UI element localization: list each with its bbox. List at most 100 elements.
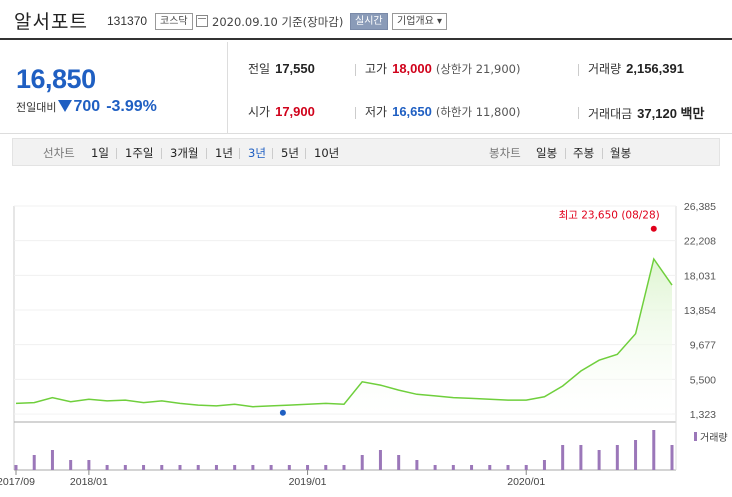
tab-divider (602, 148, 603, 159)
volume-bar (69, 460, 73, 470)
volume-bar (506, 465, 510, 470)
tab-weekly[interactable]: 주봉 (573, 146, 595, 160)
volume-bar (615, 445, 619, 470)
x-tick-label: 2018/01 (70, 476, 108, 488)
base-date: 2020.09.10 기준(장마감) (212, 15, 344, 29)
realtime-button[interactable]: 실시간 (350, 13, 388, 30)
stock-header: 알서포트 131370 코스닥 2020.09.10 기준(장마감) 실시간 기… (0, 0, 732, 40)
tab-daily[interactable]: 일봉 (536, 146, 558, 160)
volume-bar (87, 460, 91, 470)
volume-bar (488, 465, 492, 470)
tab-1w[interactable]: 1주일 (125, 146, 154, 160)
x-tick-label: 2017/09 (0, 476, 35, 488)
volume-bar (50, 450, 54, 470)
tab-divider (305, 148, 306, 159)
volume-bar (433, 465, 437, 470)
current-price: 16,850 (16, 64, 96, 94)
volume-bar (324, 465, 328, 470)
company-info-dropdown[interactable]: 기업개요 ▾ (392, 13, 447, 30)
volume-bar (123, 465, 127, 470)
volume-bar (561, 445, 565, 470)
change-row: 전일대비 700 -3.99% (16, 98, 157, 116)
chart-period-tabs: 선차트 1일 1주일 3개월 1년 3년 5년 10년 봉차트 일봉 주봉 월봉 (12, 138, 720, 166)
volume-bar (470, 465, 474, 470)
change-label: 전일대비 (16, 101, 57, 114)
volume-bar (32, 455, 36, 470)
volume-bar (251, 465, 255, 470)
tab-10y[interactable]: 10년 (314, 146, 340, 160)
x-tick-label: 2020/01 (507, 476, 545, 488)
volume-bar (105, 465, 109, 470)
volume-legend-label: 거래량 (700, 432, 728, 444)
volume-bar (524, 465, 528, 470)
volume-bar (196, 465, 200, 470)
price-line (15, 257, 673, 408)
max-label: 최고 23,650 (08/28) (559, 210, 660, 222)
calendar-icon (196, 15, 208, 27)
tab-3m[interactable]: 3개월 (170, 146, 199, 160)
y-tick-label: 1,323 (690, 409, 716, 421)
stock-name: 알서포트 (14, 11, 88, 33)
volume-bar (634, 440, 638, 470)
tab-divider (116, 148, 117, 159)
change-percent: -3.99% (106, 98, 157, 115)
tab-1y[interactable]: 1년 (215, 146, 233, 160)
y-tick-label: 13,854 (684, 305, 716, 317)
price-summary: 16,850 전일대비 700 -3.99% 전일 17,550 고가 18,000 (상… (0, 42, 732, 134)
tab-monthly[interactable]: 월봉 (610, 146, 632, 160)
volume-bar (451, 465, 455, 470)
volume-legend-swatch (694, 432, 697, 441)
y-tick-label: 5,500 (690, 374, 716, 386)
change-value: 700 (73, 98, 101, 115)
market-badge: 코스닥 (155, 13, 193, 30)
volume-bar (670, 445, 674, 470)
volume-bar (360, 455, 364, 470)
trade-amount: 거래대금 37,120 백만 (588, 106, 705, 121)
volume-bar (652, 430, 656, 470)
volume-bar (415, 460, 419, 470)
current-price-box: 16,850 전일대비 700 -3.99% (0, 42, 228, 134)
candle-chart-label: 봉차트 (489, 146, 521, 160)
tab-divider (565, 148, 566, 159)
y-tick-label: 26,385 (684, 201, 716, 213)
prev-close: 전일 17,550 (248, 61, 315, 76)
volume-bar (579, 445, 583, 470)
line-chart-label: 선차트 (43, 146, 75, 160)
tab-1d[interactable]: 1일 (91, 146, 109, 160)
min-point (279, 409, 286, 416)
stock-code: 131370 (107, 14, 148, 28)
tab-3y[interactable]: 3년 (248, 146, 266, 160)
y-tick-label: 18,031 (684, 270, 716, 282)
tab-divider (239, 148, 240, 159)
price-chart[interactable]: 26,385 22,208 18,031 13,854 9,677 5,500 1,323 2… (0, 195, 732, 497)
y-tick-label: 9,677 (690, 340, 716, 352)
volume-bar (287, 465, 291, 470)
max-point (650, 225, 657, 232)
volume-bar (14, 465, 18, 470)
volume: 거래량 2,156,391 (588, 61, 684, 76)
down-triangle-icon (58, 100, 73, 112)
tab-divider (272, 148, 273, 159)
volume-bar (597, 450, 601, 470)
divider (355, 64, 356, 76)
x-tick-label: 2019/01 (289, 476, 327, 488)
low-price: 저가 16,650 (하한가 11,800) (365, 104, 521, 119)
high-price: 고가 18,000 (상한가 21,900) (365, 61, 521, 76)
divider (578, 64, 579, 76)
volume-bar (342, 465, 346, 470)
y-tick-label: 22,208 (684, 236, 716, 248)
volume-bar (142, 465, 146, 470)
volume-bar (306, 465, 310, 470)
tab-5y[interactable]: 5년 (281, 146, 299, 160)
volume-bar (214, 465, 218, 470)
tab-divider (161, 148, 162, 159)
volume-bar (269, 465, 273, 470)
volume-bar (233, 465, 237, 470)
open-price: 시가 17,900 (248, 104, 315, 119)
divider (578, 107, 579, 119)
divider (355, 107, 356, 119)
volume-bar (397, 455, 401, 470)
tab-divider (206, 148, 207, 159)
volume-bar (178, 465, 182, 470)
price-area (16, 259, 672, 414)
